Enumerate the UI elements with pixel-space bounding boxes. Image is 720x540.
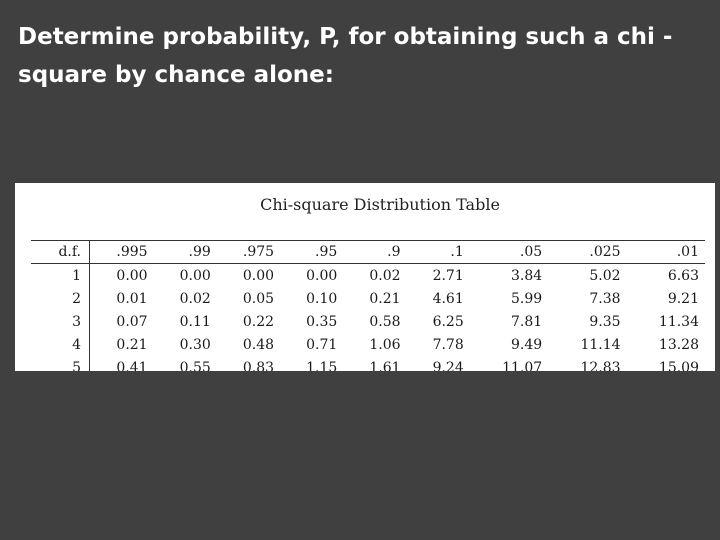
df-cell: 5 <box>31 356 90 371</box>
table-cell: 1.15 <box>306 359 338 372</box>
table-row: 4 0.21 0.30 0.48 0.71 1.06 7.78 9.49 11.… <box>31 333 705 356</box>
table-cell: 13.28 <box>658 336 699 353</box>
table-cell: 11.07 <box>502 359 543 372</box>
df-cell: 2 <box>31 287 90 310</box>
table-cell: 0.11 <box>179 313 211 330</box>
table-cell: 0.00 <box>179 267 211 284</box>
table-cell: 7.78 <box>432 336 464 353</box>
table-cell: 9.24 <box>432 359 464 372</box>
header-cell: .05 <box>469 240 549 264</box>
table-cell: 0.05 <box>242 290 275 307</box>
header-cell: .99 <box>153 240 217 264</box>
table-cell: 0.01 <box>116 290 148 307</box>
header-cell: .1 <box>406 240 470 264</box>
table-cell: 5.02 <box>589 267 621 284</box>
table-cell: 7.81 <box>510 313 543 330</box>
table-cell: 11.34 <box>658 313 699 330</box>
df-cell: 4 <box>31 333 90 356</box>
table-cell: 3.84 <box>510 267 543 284</box>
table-cell: 6.25 <box>432 313 464 330</box>
table-cell: 0.10 <box>306 290 338 307</box>
table-cell: 0.22 <box>242 313 275 330</box>
table-cell: 12.83 <box>580 359 621 372</box>
table-cell: 0.21 <box>369 290 401 307</box>
table-cell: 9.21 <box>667 290 699 307</box>
table-cell: 11.14 <box>580 336 621 353</box>
table-header-row: d.f. .995 .99 .975 .95 .9 .1 .05 .025 .0… <box>31 240 705 264</box>
table-row: 2 0.01 0.02 0.05 0.10 0.21 4.61 5.99 7.3… <box>31 287 705 310</box>
table-cell: 0.83 <box>242 359 275 372</box>
header-cell: .975 <box>216 240 281 264</box>
table-cell: 9.35 <box>589 313 621 330</box>
table-cell: 4.61 <box>432 290 464 307</box>
table-cell: 0.48 <box>242 336 275 353</box>
header-cell-df: d.f. <box>31 240 90 264</box>
table-cell: 0.71 <box>306 336 338 353</box>
table-cell: 2.71 <box>432 267 464 284</box>
df-cell: 1 <box>31 263 90 287</box>
table-caption: Chi-square Distribution Table <box>260 195 500 214</box>
table-cell: 9.49 <box>510 336 543 353</box>
table-cell: 0.02 <box>369 267 401 284</box>
table-cell: 1.61 <box>369 359 401 372</box>
header-cell: .025 <box>548 240 627 264</box>
table-row: 3 0.07 0.11 0.22 0.35 0.58 6.25 7.81 9.3… <box>31 310 705 333</box>
table-cell: 0.00 <box>242 267 275 284</box>
table-cell: 0.35 <box>306 313 338 330</box>
table-cell: 6.63 <box>667 267 699 284</box>
table-cell: 0.00 <box>116 267 148 284</box>
table-cell: 5.99 <box>510 290 543 307</box>
table-cell: 1.06 <box>369 336 401 353</box>
table-cell: 0.00 <box>306 267 338 284</box>
header-cell: .9 <box>343 240 407 264</box>
table-cell: 0.02 <box>179 290 211 307</box>
table-cell: 0.58 <box>369 313 401 330</box>
slide-title: Determine probability, P, for obtaining … <box>18 24 673 88</box>
table-row: 1 0.00 0.00 0.00 0.00 0.02 2.71 3.84 5.0… <box>31 263 705 287</box>
table-cell: 0.55 <box>179 359 211 372</box>
header-cell: .995 <box>89 240 154 264</box>
table-cell: 0.41 <box>116 359 148 372</box>
table-row: 5 0.41 0.55 0.83 1.15 1.61 9.24 11.07 12… <box>31 356 705 371</box>
chi-square-table-image: Chi-square Distribution Table d.f. .995 … <box>15 183 715 371</box>
table-cell: 0.21 <box>116 336 148 353</box>
df-cell: 3 <box>31 310 90 333</box>
table-cell: 7.38 <box>589 290 621 307</box>
table-cell: 15.09 <box>658 359 699 372</box>
table-cell: 0.07 <box>116 313 148 330</box>
header-cell: .01 <box>626 240 705 264</box>
header-cell: .95 <box>280 240 344 264</box>
table-cell: 0.30 <box>179 336 211 353</box>
chi-square-table: d.f. .995 .99 .975 .95 .9 .1 .05 .025 .0… <box>31 240 705 371</box>
